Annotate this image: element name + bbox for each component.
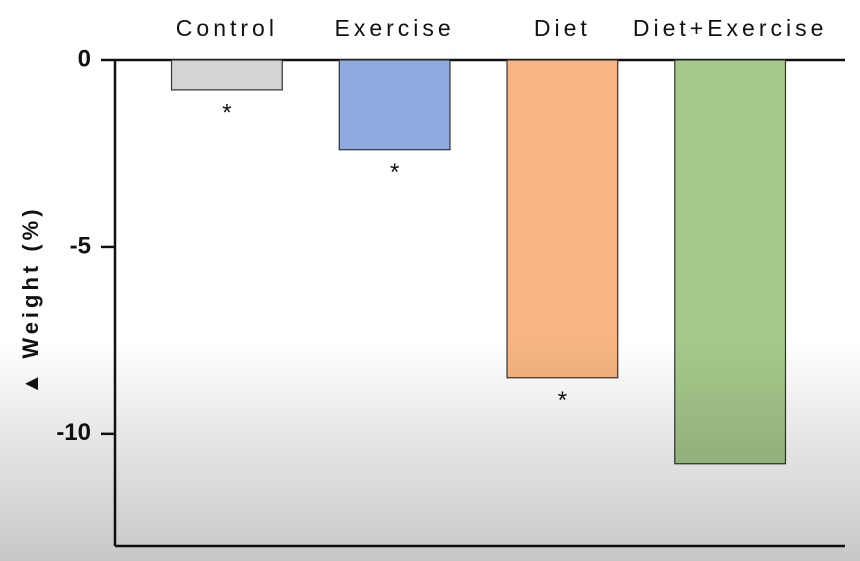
plot: 0 -5 -10 Control * Exercise * Diet * Diet+Exercis… bbox=[56, 15, 845, 548]
category-label: Exercise bbox=[335, 15, 455, 41]
y-axis-label: ▲ Weight (%) bbox=[18, 205, 43, 394]
y-tick-label: -5 bbox=[70, 232, 91, 259]
y-tick-label: -10 bbox=[56, 419, 91, 446]
significance-mark: * bbox=[558, 387, 567, 414]
bar bbox=[338, 59, 451, 151]
category-label: Diet+Exercise bbox=[633, 15, 828, 41]
significance-mark: * bbox=[222, 99, 231, 126]
category-label: Control bbox=[176, 15, 278, 41]
bar bbox=[170, 59, 283, 91]
significance-mark: * bbox=[390, 159, 399, 186]
category-label: Diet bbox=[534, 15, 591, 41]
bar bbox=[674, 59, 787, 465]
y-tick-label: 0 bbox=[78, 45, 91, 72]
bar bbox=[506, 59, 619, 379]
